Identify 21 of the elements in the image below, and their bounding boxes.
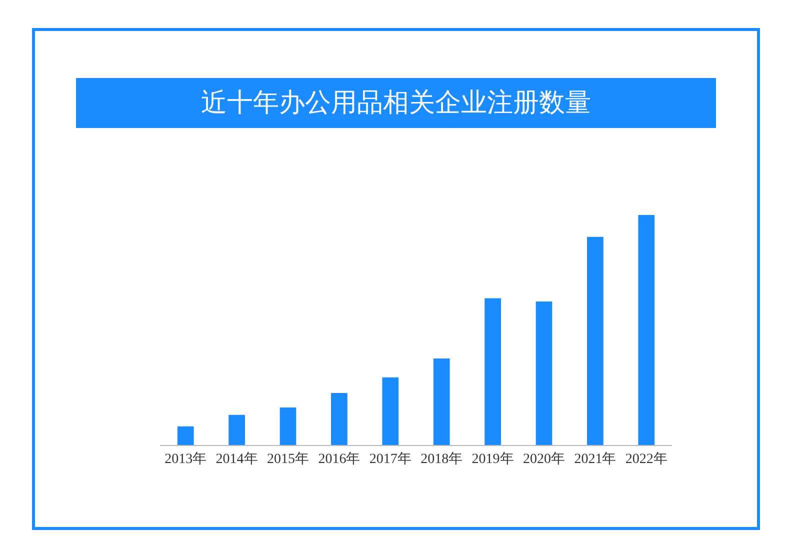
x-tick-label: 2015年 xyxy=(267,450,309,467)
bar xyxy=(177,426,194,445)
x-tick-label: 2018年 xyxy=(420,450,463,467)
x-tick-label: 2014年 xyxy=(216,450,258,467)
bar xyxy=(536,301,552,445)
x-tick-label: 2017年 xyxy=(369,450,412,467)
bar xyxy=(331,393,348,445)
bar xyxy=(484,298,501,445)
bar xyxy=(382,377,399,445)
x-tick-label: 2022年 xyxy=(625,450,668,467)
chart-title: 近十年办公用品相关企业注册数量 xyxy=(76,78,716,128)
x-tick-label: 2016年 xyxy=(318,450,360,467)
bar xyxy=(280,408,296,445)
bar xyxy=(228,414,245,445)
bar xyxy=(433,358,450,445)
x-tick-label: 2021年 xyxy=(574,450,616,467)
x-tick-label: 2019年 xyxy=(472,450,514,467)
x-tick-label: 2020年 xyxy=(523,450,565,467)
x-tick-label: 2013年 xyxy=(164,450,207,467)
bar xyxy=(587,236,604,445)
bar xyxy=(638,215,655,445)
